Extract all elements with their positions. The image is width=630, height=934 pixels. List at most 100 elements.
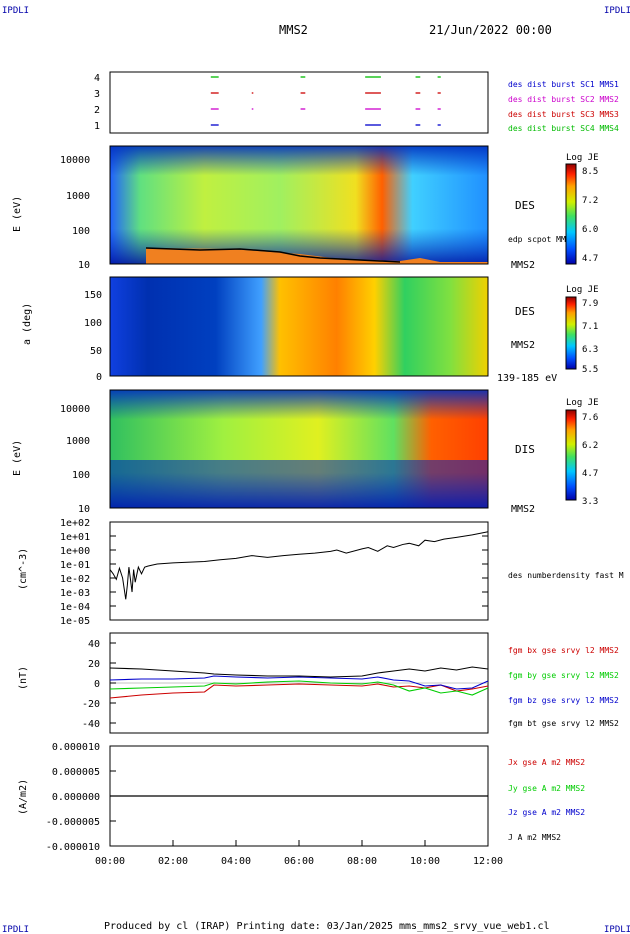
- des-pitch-ytick-50: 50: [90, 346, 102, 357]
- burst-ytick-4: 4: [94, 73, 100, 84]
- des-pitch-cbtick-4: 5.5: [582, 365, 598, 375]
- bfield-ytick-label-3: -20: [82, 699, 100, 710]
- bfield-panel: 40 20 0 -20 -40 (nT) fgm bx gse srvy l2 MMS2…: [18, 632, 619, 734]
- bfield-ylabel: (nT): [18, 666, 29, 690]
- current-ylabel: (A/m2): [18, 779, 29, 815]
- des-pitch-ylabel: a (deg): [22, 303, 33, 345]
- dis-energy-colorbar-title: Log JE: [566, 398, 599, 408]
- des-energy-sc: MMS2: [511, 260, 535, 271]
- density-ylabel: (cm^-3): [18, 548, 29, 590]
- density-panel: 1e+02 1e+01 1e+00 1e-01 1e-02 1e-03 1e-04 1e-05…: [18, 518, 624, 627]
- des-pitch-name: DES: [515, 305, 535, 318]
- density-ytick-label-6: 1e-04: [60, 602, 90, 613]
- current-label-j: J A m2 MMS2: [508, 833, 561, 842]
- time-label-6: 12:00: [473, 856, 503, 867]
- des-energy-cbtick-3: 6.0: [582, 225, 598, 235]
- des-energy-name: DES: [515, 199, 535, 212]
- des-energy-cbtick-1: 8.5: [582, 167, 598, 177]
- time-label-0: 00:00: [95, 856, 125, 867]
- des-energy-ytick-1000: 1000: [66, 191, 90, 202]
- burst-ytick-2: 2: [94, 105, 100, 116]
- current-panel: 0.000010 0.000005 0.000000 -0.000005 -0.0000…: [18, 742, 585, 853]
- dis-low-energy-band: [110, 460, 488, 508]
- burst-label-mms3: des dist burst SC3 MMS3: [508, 110, 619, 119]
- des-pitch-spectrogram: [110, 277, 488, 376]
- burst-ytick-1: 1: [94, 121, 100, 132]
- des-pitch-cbtick-1: 7.9: [582, 299, 598, 309]
- time-label-1: 02:00: [158, 856, 188, 867]
- des-pitch-cbtick-2: 7.1: [582, 322, 598, 332]
- current-label-jx: Jx gse A m2 MMS2: [508, 758, 585, 767]
- dis-energy-colorbar: [565, 409, 577, 501]
- des-energy-ytick-10000: 10000: [60, 155, 90, 166]
- burst-panel: 4 3 2 1 des dist burst SC1 MMS1 des dist…: [94, 71, 619, 134]
- burst-label-mms2: des dist burst SC2 MMS2: [508, 95, 619, 104]
- burst-label-mms4: des dist burst SC4 MMS4: [508, 124, 619, 133]
- des-pitch-colorbar-title: Log JE: [566, 285, 599, 295]
- density-ytick-label-2: 1e+00: [60, 546, 90, 557]
- burst-bars: [210, 76, 441, 126]
- dis-energy-ytick-10000: 10000: [60, 404, 90, 415]
- des-pitch-cbtick-3: 6.3: [582, 345, 598, 355]
- bfield-label-bt: fgm bt gse srvy l2 MMS2: [508, 719, 619, 728]
- bfield-label-bx: fgm bx gse srvy l2 MMS2: [508, 646, 619, 655]
- bfield-label-by: fgm by gse srvy l2 MMS2: [508, 671, 619, 680]
- bfield-ytick-label-2: 0: [94, 679, 100, 690]
- time-label-2: 04:00: [221, 856, 251, 867]
- dis-energy-frame: [109, 389, 489, 509]
- corner-label-bottom-right: IPDLI: [604, 925, 630, 934]
- des-pitch-ytick-150: 150: [84, 290, 102, 301]
- dis-energy-cbtick-1: 7.6: [582, 413, 598, 423]
- time-label-5: 10:00: [410, 856, 440, 867]
- dis-energy-sc: MMS2: [511, 504, 535, 515]
- time-label-3: 06:00: [284, 856, 314, 867]
- footer-text: Produced by cl (IRAP) Printing date: 03/…: [104, 921, 550, 932]
- dis-energy-cbtick-2: 6.2: [582, 441, 598, 451]
- burst-ytick-3: 3: [94, 89, 100, 100]
- dis-energy-ytick-1000: 1000: [66, 436, 90, 447]
- mission-title: MMS2: [279, 23, 308, 37]
- burst-label-mms1: des dist burst SC1 MMS1: [508, 80, 619, 89]
- des-pitch-ytick-0: 0: [96, 372, 102, 383]
- dis-energy-ytick-100: 100: [72, 470, 90, 481]
- time-label-4: 08:00: [347, 856, 377, 867]
- current-ytick-label-4: -0.000010: [46, 842, 100, 853]
- dis-energy-panel: 10000 1000 100 10 E (eV) DIS MMS2 Log JE…: [12, 389, 599, 515]
- corner-label-top-left: IPDLI: [2, 6, 29, 16]
- scpot-line: [145, 247, 401, 263]
- density-ytick-label-7: 1e-05: [60, 616, 90, 627]
- bfield-label-bz: fgm bz gse srvy l2 MMS2: [508, 696, 619, 705]
- bfield-ytick-label-0: 40: [88, 639, 100, 650]
- dis-energy-cbtick-4: 3.3: [582, 497, 598, 507]
- density-line: [109, 531, 489, 600]
- dis-energy-name: DIS: [515, 443, 535, 456]
- des-energy-shading: [110, 146, 488, 264]
- des-energy-panel: 10000 1000 100 10 E (eV) DES edp scpot M…: [12, 145, 599, 271]
- density-ytick-label-1: 1e+01: [60, 532, 90, 543]
- density-label: des numberdensity fast M: [508, 571, 624, 580]
- current-ytick-label-0: 0.000010: [52, 742, 100, 753]
- des-energy-ytick-100: 100: [72, 226, 90, 237]
- density-yticks: 1e+02 1e+01 1e+00 1e-01 1e-02 1e-03 1e-04 1e-05: [60, 518, 488, 627]
- time-axis: 00:00 02:00 04:00 06:00 08:00 10:00 12:00: [95, 840, 503, 867]
- density-ytick-label-3: 1e-01: [60, 560, 90, 571]
- des-pitch-ytick-100: 100: [84, 318, 102, 329]
- bfield-line-3: [109, 666, 489, 678]
- current-ytick-label-1: 0.000005: [52, 767, 100, 778]
- density-frame: [109, 521, 489, 621]
- dis-energy-cbtick-3: 4.7: [582, 469, 598, 479]
- des-energy-cbtick-4: 4.7: [582, 254, 598, 264]
- density-ytick-label-4: 1e-02: [60, 574, 90, 585]
- des-pitch-colorbar: [565, 296, 577, 370]
- des-energy-frame: [109, 145, 489, 265]
- des-low-energy-band: [146, 248, 488, 264]
- des-pitch-frame: [109, 276, 489, 377]
- current-label-jz: Jz gse A m2 MMS2: [508, 808, 585, 817]
- bfield-line-2: [109, 675, 489, 690]
- date-title: 21/Jun/2022 00:00: [429, 23, 552, 37]
- density-ytick-label-5: 1e-03: [60, 588, 90, 599]
- corner-label-bottom-left: IPDLI: [2, 925, 29, 934]
- dis-energy-ytick-10: 10: [78, 504, 90, 515]
- bfield-ytick-label-1: 20: [88, 659, 100, 670]
